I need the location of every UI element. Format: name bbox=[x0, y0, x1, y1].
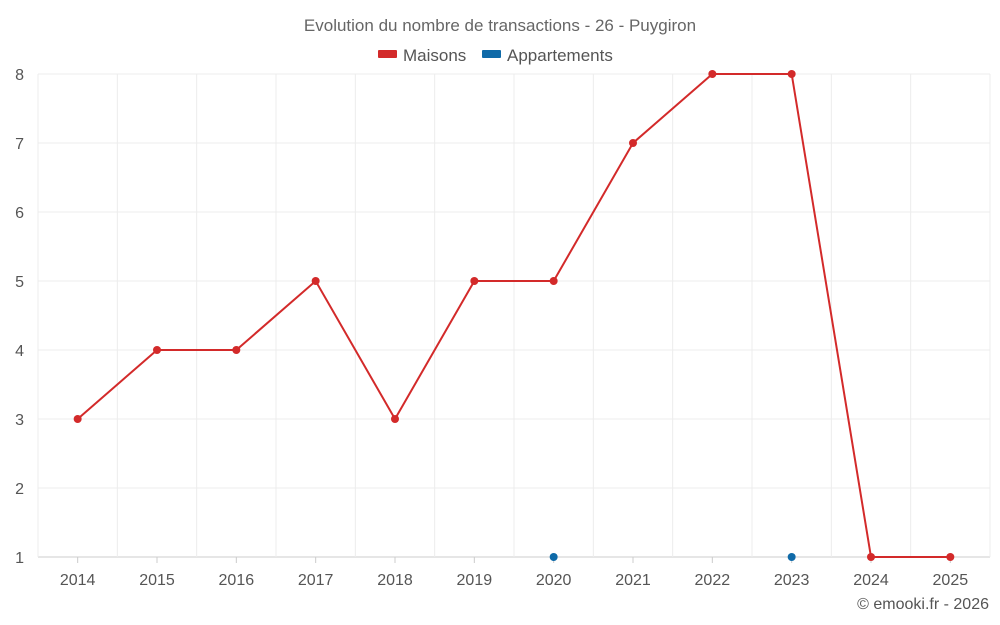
y-tick-label: 7 bbox=[15, 136, 24, 153]
data-point-maisons[interactable] bbox=[708, 70, 717, 78]
data-point-appartements[interactable] bbox=[549, 553, 558, 561]
legend-swatch-maisons bbox=[378, 50, 397, 58]
data-point-maisons[interactable] bbox=[549, 277, 558, 285]
data-point-maisons[interactable] bbox=[153, 346, 161, 354]
x-tick-label: 2023 bbox=[774, 572, 810, 589]
y-tick-label: 1 bbox=[15, 550, 24, 567]
x-tick-label: 2017 bbox=[298, 572, 334, 589]
x-tick-label: 2018 bbox=[377, 572, 413, 589]
x-tick-label: 2024 bbox=[853, 572, 889, 589]
x-tick-label: 2021 bbox=[615, 572, 651, 589]
x-tick-label: 2022 bbox=[695, 572, 731, 589]
x-tick-label: 2025 bbox=[933, 572, 969, 589]
data-point-maisons[interactable] bbox=[946, 553, 955, 561]
series-line-maisons bbox=[77, 73, 951, 558]
x-tick-label: 2016 bbox=[219, 572, 255, 589]
data-point-maisons[interactable] bbox=[73, 415, 82, 423]
data-point-appartements[interactable] bbox=[787, 553, 796, 561]
credit-text: © emooki.fr - 2026 bbox=[857, 596, 989, 613]
data-point-maisons[interactable] bbox=[232, 346, 241, 354]
y-tick-label: 3 bbox=[15, 412, 24, 429]
chart-title: Evolution du nombre de transactions - 26… bbox=[304, 16, 696, 35]
data-point-maisons[interactable] bbox=[867, 553, 875, 561]
y-tick-label: 2 bbox=[15, 481, 24, 498]
x-tick-label: 2019 bbox=[457, 572, 493, 589]
data-point-maisons[interactable] bbox=[629, 139, 637, 147]
x-axis: 2014 2015 2016 2017 2018 2019 2020 2021 2022 2023… bbox=[60, 557, 968, 589]
legend-item-maisons[interactable]: Maisons bbox=[378, 46, 466, 65]
y-axis: 1 2 3 4 5 6 7 8 bbox=[15, 67, 24, 567]
y-tick-label: 4 bbox=[15, 343, 24, 360]
series-layer bbox=[73, 70, 955, 561]
legend-swatch-appartements bbox=[482, 50, 501, 58]
y-tick-label: 8 bbox=[15, 67, 24, 84]
legend: Maisons Appartements bbox=[378, 46, 613, 65]
x-tick-label: 2014 bbox=[60, 572, 96, 589]
grid bbox=[37, 73, 991, 558]
data-point-maisons[interactable] bbox=[311, 277, 320, 285]
legend-label-appartements: Appartements bbox=[507, 46, 613, 65]
data-point-maisons[interactable] bbox=[391, 415, 399, 423]
legend-label-maisons: Maisons bbox=[403, 46, 466, 65]
x-tick-label: 2020 bbox=[536, 572, 572, 589]
data-point-maisons[interactable] bbox=[470, 277, 479, 285]
y-tick-label: 6 bbox=[15, 205, 24, 222]
legend-item-appartements[interactable]: Appartements bbox=[482, 46, 613, 65]
x-tick-label: 2015 bbox=[139, 572, 175, 589]
y-tick-label: 5 bbox=[15, 274, 24, 291]
data-point-maisons[interactable] bbox=[787, 70, 796, 78]
